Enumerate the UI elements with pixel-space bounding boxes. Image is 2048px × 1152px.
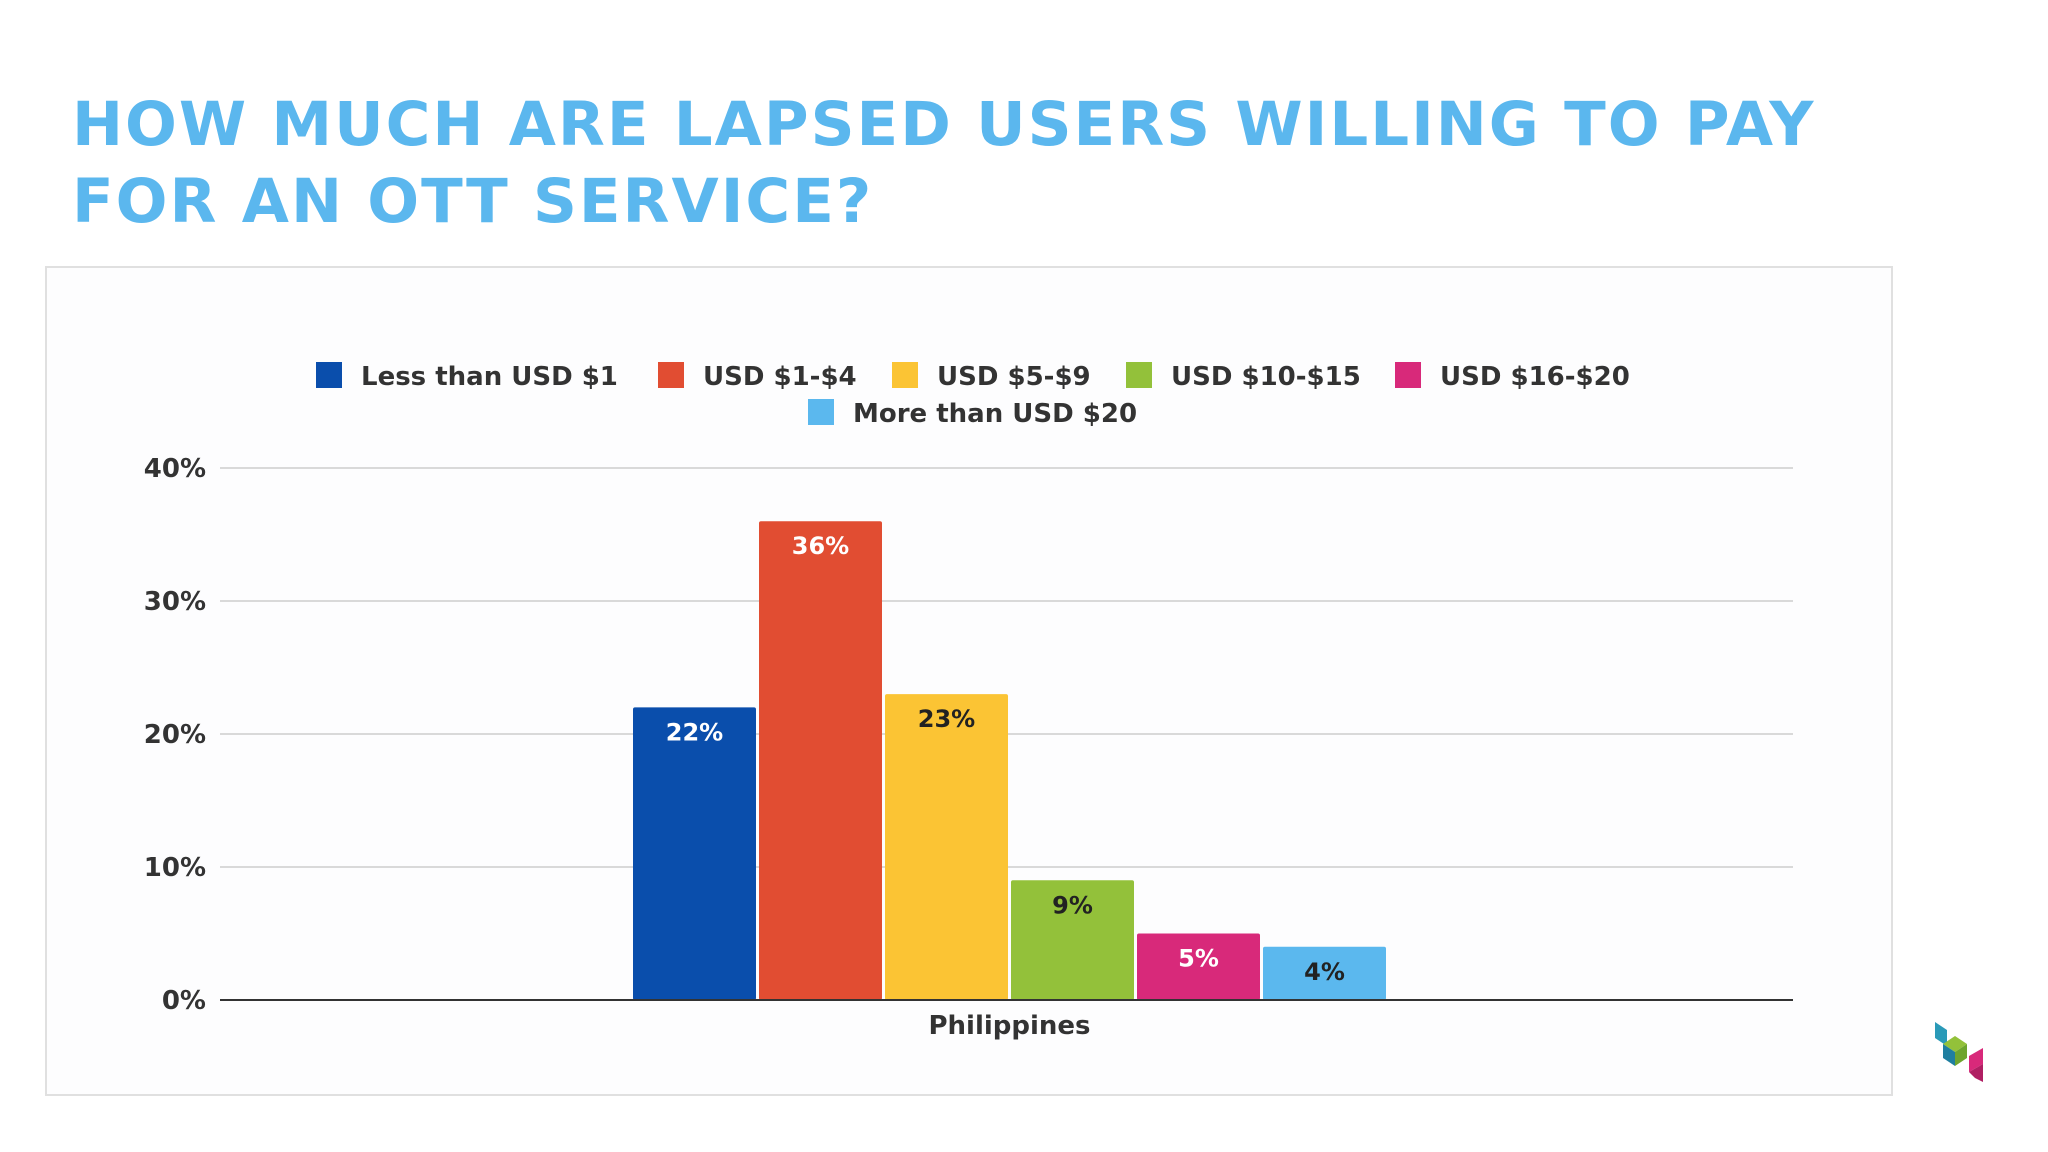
data-label: 22% xyxy=(666,718,723,746)
bar xyxy=(885,694,1008,1000)
bars xyxy=(633,521,1386,1000)
legend-label: USD $16-$20 xyxy=(1440,362,1630,392)
legend-swatch xyxy=(1126,362,1152,388)
data-label: 9% xyxy=(1052,891,1093,919)
bar xyxy=(633,707,756,1000)
y-tick-label: 0% xyxy=(162,986,206,1016)
x-category-label: Philippines xyxy=(928,1011,1090,1041)
bar xyxy=(1011,880,1134,1000)
data-label: 36% xyxy=(792,532,849,560)
legend-label: USD $1-$4 xyxy=(703,362,857,392)
data-label: 23% xyxy=(918,705,975,733)
y-tick-label: 30% xyxy=(144,587,206,617)
legend-swatch xyxy=(658,362,684,388)
legend-swatch xyxy=(892,362,918,388)
bar xyxy=(759,521,882,1000)
legend: Less than USD $1 USD $1-$4 USD $5-$9 USD $1… xyxy=(316,362,1630,429)
y-tick-label: 20% xyxy=(144,720,206,750)
y-tick-label: 10% xyxy=(144,853,206,883)
stacked-cubes-logo-icon xyxy=(1935,1022,1983,1082)
legend-label: More than USD $20 xyxy=(853,399,1137,429)
legend-label: USD $10-$15 xyxy=(1171,362,1361,392)
data-label: 4% xyxy=(1304,958,1345,986)
legend-label: USD $5-$9 xyxy=(937,362,1091,392)
y-axis-ticks: 0% 10% 20% 30% 40% xyxy=(144,454,206,1016)
y-tick-label: 40% xyxy=(144,454,206,484)
legend-swatch xyxy=(1395,362,1421,388)
data-label: 5% xyxy=(1178,945,1219,973)
slide-title: HOW MUCH ARE LAPSED USERS WILLING TO PAY… xyxy=(72,89,1816,237)
legend-label: Less than USD $1 xyxy=(361,362,618,392)
bar xyxy=(1263,946,1386,1000)
legend-swatch xyxy=(316,362,342,388)
bar xyxy=(1137,933,1260,1000)
data-labels: 22% 36% 23% 9% 5% 4% xyxy=(666,532,1345,986)
legend-swatch xyxy=(808,399,834,425)
